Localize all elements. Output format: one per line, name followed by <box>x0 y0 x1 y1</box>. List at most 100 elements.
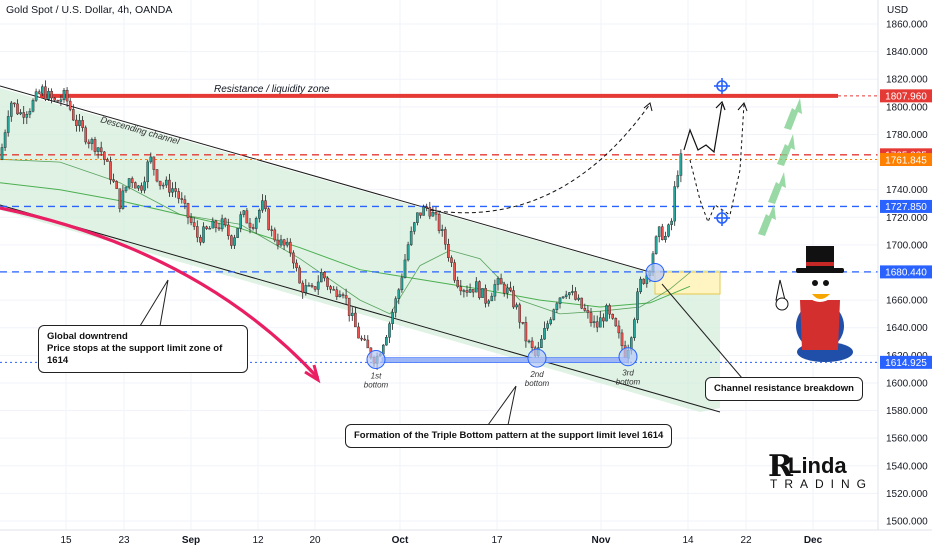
candle-body <box>158 180 162 186</box>
candle-body <box>220 218 224 230</box>
candle-body <box>676 175 680 187</box>
candle-body <box>267 208 270 230</box>
candle-body <box>50 90 53 99</box>
candle-body <box>465 290 469 293</box>
candle-body <box>155 169 159 182</box>
candle-body <box>580 297 583 309</box>
candle-body <box>549 319 552 324</box>
candle-body <box>189 217 193 223</box>
candle-body <box>620 332 624 346</box>
candle-body <box>347 297 351 316</box>
candle-body <box>506 287 509 294</box>
candle-body <box>223 218 227 226</box>
candle-body <box>121 190 125 209</box>
candle-body <box>199 237 202 243</box>
projection-arrow-3 <box>737 102 748 112</box>
logo-name: Linda <box>788 453 847 478</box>
candle-body <box>527 340 531 343</box>
candle-body <box>261 200 264 211</box>
candle-body <box>233 237 236 246</box>
candle-body <box>642 278 645 284</box>
candle-body <box>78 120 81 126</box>
mascot-illustration <box>775 246 853 362</box>
triple-pointer <box>487 385 517 426</box>
candle-body <box>285 241 289 246</box>
price-tag <box>880 153 932 167</box>
candle-body <box>115 181 118 189</box>
y-tick-label: 1540.000 <box>886 461 928 472</box>
x-tick-label: 22 <box>740 535 752 546</box>
x-tick-label: 15 <box>60 535 72 546</box>
candle-body <box>0 147 4 160</box>
channel-lower-line <box>0 204 721 413</box>
projection-solid <box>683 103 723 154</box>
candle-body <box>183 199 187 204</box>
up-arrow <box>768 172 786 204</box>
candle-body <box>540 338 543 348</box>
price-levels <box>0 93 878 363</box>
candle-body <box>37 91 41 94</box>
candle-body <box>307 285 311 287</box>
candle-body <box>254 218 258 229</box>
y-tick-label: 1560.000 <box>886 434 928 445</box>
candle-body <box>329 286 332 290</box>
candle-body <box>6 116 10 133</box>
candle-body <box>84 127 87 143</box>
candle-body <box>543 328 546 340</box>
candle-body <box>192 222 196 227</box>
candle-body <box>366 339 370 349</box>
downtrend-pointer <box>139 279 169 327</box>
candle-body <box>385 337 388 346</box>
candle-body <box>459 286 463 292</box>
candle-body <box>499 278 503 285</box>
channel-fill <box>0 88 720 412</box>
up-arrow <box>758 204 776 236</box>
candle-body <box>226 224 230 236</box>
y-tick-label: 1820.000 <box>886 75 928 86</box>
candle-body <box>335 289 339 297</box>
candle-body <box>16 103 19 115</box>
candle-body <box>279 239 283 246</box>
linda-trading-logo: R Linda TRADING <box>762 449 866 495</box>
candle-body <box>320 272 323 283</box>
candle-body <box>574 291 577 300</box>
descending-channel <box>0 85 721 413</box>
candle-body <box>19 112 22 115</box>
candle-body <box>639 278 642 293</box>
y-tick-label: 1660.000 <box>886 296 928 307</box>
candle-body <box>143 181 146 191</box>
candle-body <box>583 308 587 311</box>
price-tag-label: 1727.850 <box>885 202 927 213</box>
projection-arrow-1 <box>643 102 653 112</box>
candle-body <box>354 312 357 328</box>
candle-body <box>316 281 320 290</box>
candle-body <box>468 289 472 293</box>
candle-body <box>242 210 246 215</box>
candle-body <box>106 159 109 162</box>
candle-body <box>313 286 317 290</box>
candle-body <box>403 259 407 278</box>
candle-body <box>65 89 69 102</box>
candle-body <box>149 156 153 163</box>
candle-body <box>205 226 208 229</box>
candle-body <box>546 323 549 329</box>
candle-body <box>394 298 398 313</box>
logo-sub: TRADING <box>770 477 873 491</box>
bottom-label: bottom <box>525 379 550 388</box>
candle-body <box>478 281 481 298</box>
candle-body <box>453 262 456 281</box>
candle-body <box>31 100 35 112</box>
candle-body <box>509 287 512 291</box>
candle-body <box>518 304 521 323</box>
candle-body <box>558 297 562 304</box>
candle-body <box>13 102 16 105</box>
candle-body <box>53 97 56 101</box>
candle-body <box>195 226 199 238</box>
candle-body <box>462 290 466 292</box>
candle-body <box>515 304 518 308</box>
candle-body <box>667 224 670 237</box>
candle-body <box>171 188 174 193</box>
candle-body <box>605 305 608 322</box>
y-tick-label: 1580.000 <box>886 406 928 417</box>
